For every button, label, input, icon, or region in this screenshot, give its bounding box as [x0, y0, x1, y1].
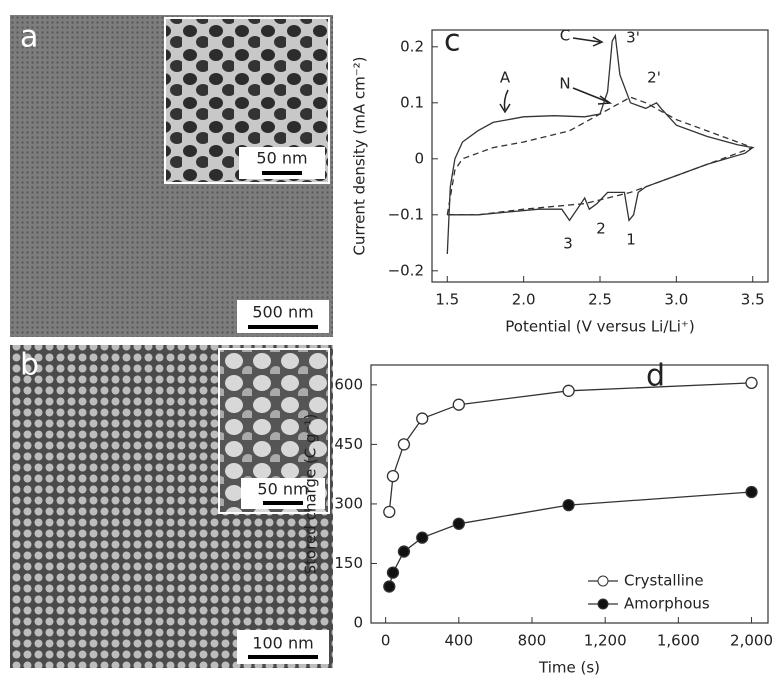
annotation: 1: [626, 231, 636, 249]
x-tick-label: 1,200: [584, 632, 627, 650]
arrow-head: [499, 103, 511, 114]
x-axis-label: Potential (V versus Li/Li⁺): [505, 318, 694, 336]
annotation: A: [500, 69, 511, 87]
arrow: [503, 89, 509, 111]
x-tick-label: 0: [381, 632, 391, 650]
arrow-head: [597, 95, 613, 105]
marker: [386, 566, 400, 579]
legend-marker: [597, 575, 609, 587]
annotation: 2': [647, 69, 661, 87]
y-tick-label: 150: [334, 554, 363, 572]
annotation: 3: [563, 235, 573, 253]
x-tick-label: 800: [518, 632, 547, 650]
y-tick-label: −0.2: [388, 261, 424, 279]
x-tick-label: 2,000: [730, 632, 773, 650]
marker: [386, 469, 400, 483]
arrows: [499, 36, 613, 114]
y-axis-label: Stored charge (C g⁻¹): [302, 414, 320, 575]
image-a: a 50 nm 500 nm: [10, 15, 333, 337]
marker: [383, 505, 396, 519]
y-axis-label: Current density (mA cm⁻²): [351, 56, 369, 255]
x-tick-label: 2.5: [588, 291, 612, 309]
x-tick-label: 2.0: [512, 291, 536, 309]
annotation: C: [560, 27, 570, 45]
panel-label: d: [646, 359, 665, 394]
marker: [416, 531, 429, 544]
scale-text: 100 nm: [252, 634, 313, 653]
scale-text: 50 nm: [256, 149, 307, 168]
marker: [562, 384, 575, 397]
x-tick-label: 3.0: [664, 291, 688, 309]
arrow-head: [592, 36, 604, 47]
marker: [397, 545, 411, 558]
marker: [452, 398, 465, 411]
x-tick-label: 400: [444, 632, 473, 650]
x-tick-label: 3.5: [741, 291, 765, 309]
plot-frame: [431, 29, 769, 283]
marker: [416, 412, 429, 425]
series-line: [446, 33, 755, 255]
legend-label: Crystalline: [624, 572, 704, 590]
scale-text: 500 nm: [252, 303, 313, 322]
marker: [397, 438, 411, 451]
marker: [383, 580, 396, 593]
y-tick-label: −0.1: [388, 205, 424, 223]
annotation: 3': [626, 29, 640, 47]
marker: [562, 498, 575, 512]
arrow: [572, 87, 609, 103]
x-axis-label: Time (s): [538, 659, 600, 677]
y-tick-label: 300: [334, 494, 363, 512]
marker: [452, 517, 465, 530]
legend-label: Amorphous: [624, 595, 710, 613]
x-tick-label: 1,600: [657, 632, 700, 650]
y-tick-label: 0.1: [400, 93, 424, 111]
image-b: b 50 nm 100 nm: [10, 345, 333, 668]
marker: [745, 376, 758, 390]
y-tick-label: 0: [414, 149, 424, 167]
panel-label: a: [20, 20, 38, 55]
panel-label: c: [444, 24, 461, 59]
y-tick-label: 0: [353, 614, 363, 632]
marker: [745, 485, 758, 499]
series-line: [446, 96, 755, 216]
y-tick-label: 0.2: [400, 37, 424, 55]
legend-marker: [597, 598, 609, 610]
y-tick-label: 450: [334, 435, 363, 453]
annotation: N: [559, 75, 570, 93]
plot-frame: [370, 364, 769, 624]
annotation: 2: [596, 220, 606, 238]
scale-text: 50 nm: [257, 480, 308, 499]
y-tick-label: 600: [334, 375, 363, 393]
x-tick-label: 1.5: [435, 291, 459, 309]
arrow: [572, 37, 601, 43]
panel-label: b: [20, 348, 39, 383]
series-line: [388, 382, 752, 512]
